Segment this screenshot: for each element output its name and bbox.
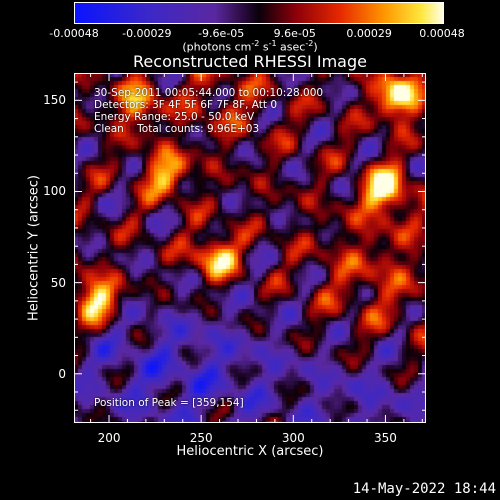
plot-frame (74, 73, 426, 423)
annotation-total-counts: Clean Total counts: 9.96E+03 (94, 123, 260, 135)
colorbar-tick-label: 0.00048 (419, 27, 465, 40)
x-axis-label: Heliocentric X (arcsec) (176, 444, 324, 459)
y-tick-label: 0 (58, 366, 66, 381)
x-tick-label: 250 (189, 431, 213, 445)
x-tick-label: 350 (374, 431, 397, 445)
colorbar (74, 2, 444, 24)
y-tick-label: 150 (43, 93, 66, 108)
annotation-peak-position: Position of Peak = [359,154] (94, 397, 244, 409)
y-axis-label: Heliocentric Y (arcsec) (26, 175, 42, 321)
colorbar-tick-label: -0.00029 (122, 27, 172, 40)
chart-title: Reconstructed RHESSI Image (133, 52, 367, 71)
colorbar-gradient (75, 3, 443, 23)
timestamp: 14-May-2022 18:44 (352, 481, 496, 497)
y-tick-label: 100 (43, 184, 66, 199)
colorbar-tick-label: 9.6e-05 (273, 27, 316, 40)
x-tick-label: 200 (97, 431, 121, 445)
annotation-detectors: Detectors: 3F 4F 5F 6F 7F 8F, Att 0 (94, 99, 278, 111)
colorbar-tick-label: 0.00029 (346, 27, 392, 40)
heatmap-image (74, 73, 426, 423)
plot-area: 30-Sep-2011 00:05:44.000 to 00:10:28.000… (74, 73, 426, 423)
x-tick-label: 300 (281, 431, 305, 445)
colorbar-unit: (photons cm-2 s-1 asec-2) (182, 39, 318, 54)
annotation-time-range: 30-Sep-2011 00:05:44.000 to 00:10:28.000 (94, 87, 324, 99)
plot-overlay (74, 73, 426, 423)
colorbar-tick-label: -9.6e-05 (198, 27, 245, 40)
annotation-energy-range: Energy Range: 25.0 - 50.0 keV (94, 111, 255, 123)
y-tick-label: 50 (50, 275, 66, 290)
colorbar-tick-label: -0.00048 (49, 27, 99, 40)
